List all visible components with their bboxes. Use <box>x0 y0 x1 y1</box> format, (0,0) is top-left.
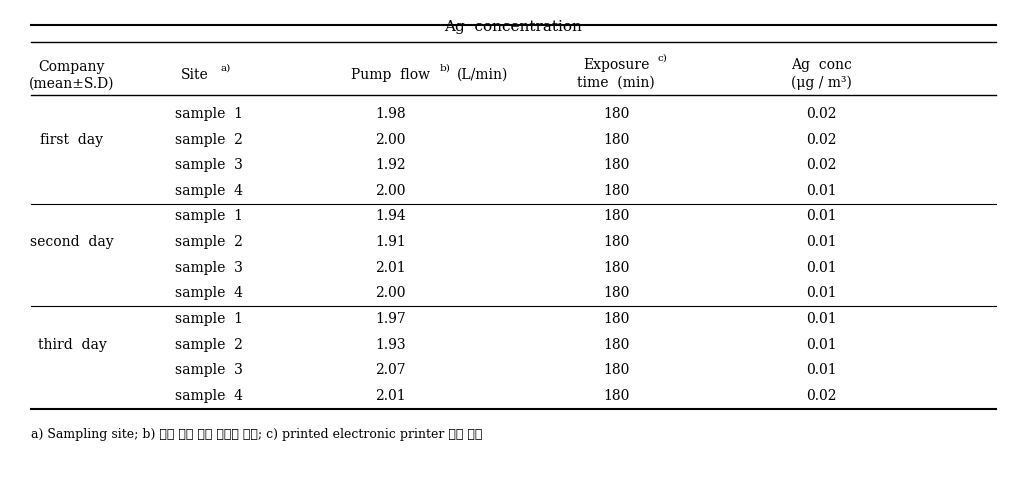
Text: Ag  conc: Ag conc <box>791 58 852 72</box>
Text: 1.92: 1.92 <box>375 158 406 172</box>
Text: 180: 180 <box>603 107 630 121</box>
Text: sample  4: sample 4 <box>175 184 242 198</box>
Text: 2.01: 2.01 <box>375 261 406 275</box>
Text: 180: 180 <box>603 184 630 198</box>
Text: 1.93: 1.93 <box>375 338 406 352</box>
Text: Site: Site <box>181 68 210 82</box>
Text: sample  3: sample 3 <box>175 261 242 275</box>
Text: a): a) <box>221 64 231 72</box>
Text: 180: 180 <box>603 389 630 403</box>
Text: b): b) <box>440 64 451 72</box>
Text: 180: 180 <box>603 235 630 249</box>
Text: (L/min): (L/min) <box>457 68 508 82</box>
Text: sample  3: sample 3 <box>175 158 242 172</box>
Text: sample  1: sample 1 <box>175 312 242 326</box>
Text: Exposure: Exposure <box>583 58 649 72</box>
Text: 0.02: 0.02 <box>806 133 837 146</box>
Text: 0.01: 0.01 <box>806 235 837 249</box>
Text: sample  3: sample 3 <box>175 363 242 377</box>
Text: 0.01: 0.01 <box>806 286 837 300</box>
Text: Ag  concentration: Ag concentration <box>445 20 582 34</box>
Text: 1.91: 1.91 <box>375 235 406 249</box>
Text: 180: 180 <box>603 210 630 223</box>
Text: 0.01: 0.01 <box>806 210 837 223</box>
Text: 1.94: 1.94 <box>375 210 406 223</box>
Text: 0.01: 0.01 <box>806 261 837 275</box>
Text: sample  4: sample 4 <box>175 389 242 403</box>
Text: 2.07: 2.07 <box>375 363 406 377</box>
Text: 180: 180 <box>603 312 630 326</box>
Text: 0.01: 0.01 <box>806 184 837 198</box>
Text: sample  2: sample 2 <box>175 235 242 249</box>
Text: 0.01: 0.01 <box>806 312 837 326</box>
Text: (μg / m³): (μg / m³) <box>791 75 852 90</box>
Text: second  day: second day <box>30 235 114 249</box>
Text: 0.01: 0.01 <box>806 363 837 377</box>
Text: 0.02: 0.02 <box>806 158 837 172</box>
Text: first  day: first day <box>40 133 104 146</box>
Text: Pump  flow: Pump flow <box>351 68 429 82</box>
Text: 0.02: 0.02 <box>806 389 837 403</box>
Text: Company: Company <box>39 60 105 73</box>
Text: 2.00: 2.00 <box>375 184 406 198</box>
Text: 2.01: 2.01 <box>375 389 406 403</box>
Text: 180: 180 <box>603 261 630 275</box>
Text: time  (min): time (min) <box>577 75 655 89</box>
Text: 2.00: 2.00 <box>375 286 406 300</box>
Text: sample  2: sample 2 <box>175 338 242 352</box>
Text: sample  1: sample 1 <box>175 107 242 121</box>
Text: 180: 180 <box>603 158 630 172</box>
Text: sample  4: sample 4 <box>175 286 242 300</box>
Text: third  day: third day <box>38 338 106 352</box>
Text: 180: 180 <box>603 286 630 300</box>
Text: 2.00: 2.00 <box>375 133 406 146</box>
Text: a) Sampling site; b) 실정 전과 후의 펙프의 보정; c) printed electronic printer 작업 시간: a) Sampling site; b) 실정 전과 후의 펙프의 보정; c)… <box>31 428 483 441</box>
Text: 1.98: 1.98 <box>375 107 406 121</box>
Text: sample  1: sample 1 <box>175 210 242 223</box>
Text: (mean±S.D): (mean±S.D) <box>29 77 115 91</box>
Text: 180: 180 <box>603 338 630 352</box>
Text: 180: 180 <box>603 363 630 377</box>
Text: 0.02: 0.02 <box>806 107 837 121</box>
Text: c): c) <box>657 54 668 63</box>
Text: sample  2: sample 2 <box>175 133 242 146</box>
Text: 180: 180 <box>603 133 630 146</box>
Text: 1.97: 1.97 <box>375 312 406 326</box>
Text: 0.01: 0.01 <box>806 338 837 352</box>
